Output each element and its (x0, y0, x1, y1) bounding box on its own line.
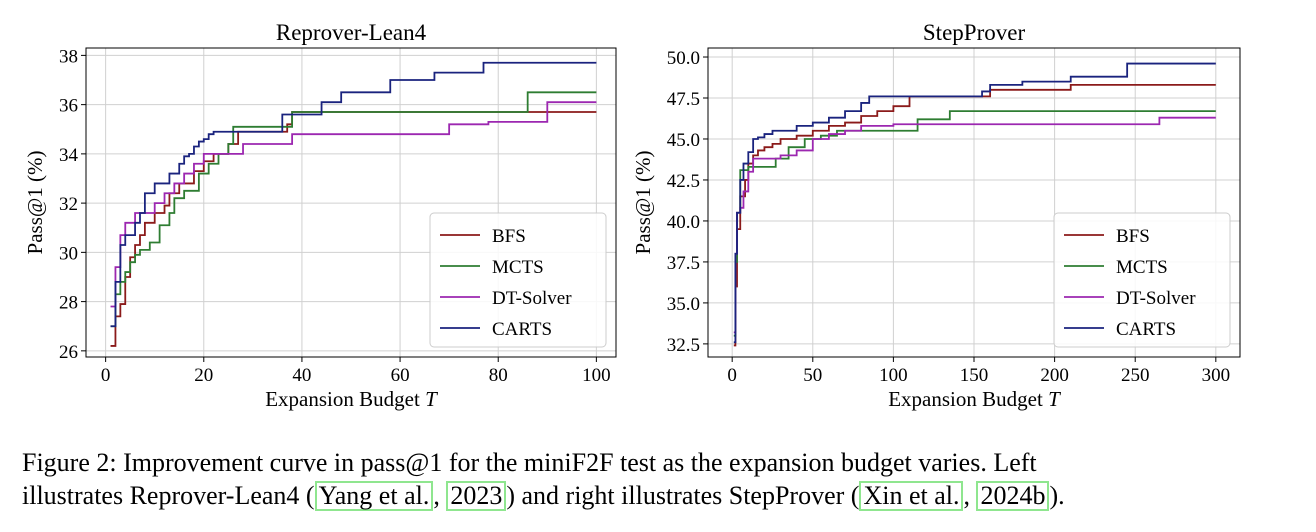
y-axis-label: Pass@1 (%) (631, 151, 655, 255)
y-tick-label: 47.5 (667, 89, 700, 110)
x-axis-label: Expansion Budget T (265, 387, 438, 411)
x-tick-label: 100 (582, 365, 611, 386)
x-tick-label: 0 (727, 365, 737, 386)
x-tick-label: 40 (292, 365, 311, 386)
x-axis-label: Expansion Budget T (888, 387, 1061, 411)
x-axis-label-text: Expansion Budget (265, 387, 425, 411)
y-tick-label: 38 (59, 46, 78, 67)
x-tick-label: 60 (391, 365, 410, 386)
x-tick-label: 300 (1202, 365, 1231, 386)
figure-caption: Figure 2: Improvement curve in pass@1 fo… (22, 446, 1302, 512)
caption-line-2: illustrates Reprover-Lean4 (Yang et al.,… (22, 479, 1302, 512)
y-tick-label: 30 (59, 243, 78, 264)
citation-link-yang[interactable]: Yang et al. (314, 481, 434, 511)
legend-label-mcts: MCTS (492, 257, 544, 278)
x-tick-label: 0 (101, 365, 111, 386)
legend-label-carts: CARTS (492, 319, 552, 340)
legend-box (1053, 212, 1231, 348)
chart-title: Reprover-Lean4 (276, 20, 427, 45)
y-tick-label: 26 (59, 342, 78, 363)
legend-label-carts: CARTS (1116, 319, 1176, 340)
x-tick-label: 50 (803, 365, 822, 386)
x-tick-label: 100 (879, 365, 908, 386)
series-line-bfs (110, 111, 597, 347)
x-axis-label-variable: T (1048, 387, 1061, 411)
y-tick-label: 35.0 (667, 294, 700, 315)
citation-link-2023[interactable]: 2023 (446, 481, 507, 511)
citation-link-2024b[interactable]: 2024b (976, 481, 1050, 511)
y-tick-label: 37.5 (667, 253, 700, 274)
legend-label-bfs: BFS (492, 226, 526, 247)
y-tick-label: 50.0 (667, 48, 700, 69)
caption-text: illustrates Reprover-Lean4 ( (22, 481, 315, 510)
x-axis-label-variable: T (425, 387, 438, 411)
y-tick-label: 28 (59, 293, 78, 314)
series-line-bfs (733, 83, 1216, 347)
citation-link-xin[interactable]: Xin et al. (859, 481, 964, 511)
chart-title: StepProver (923, 20, 1026, 45)
series-line-dt-solver (110, 101, 597, 308)
x-tick-label: 20 (194, 365, 213, 386)
caption-line-1: Figure 2: Improvement curve in pass@1 fo… (22, 448, 1037, 477)
chart-1: 0 20 40 60 80 100 26 28 30 32 34 36 38 Reprover-Lean4… (23, 20, 617, 411)
legend-label-dt-solver: DT-Solver (492, 288, 572, 309)
x-tick-label: 150 (960, 365, 989, 386)
y-tick-label: 45.0 (667, 130, 700, 151)
x-tick-label: 80 (489, 365, 508, 386)
legend-label-mcts: MCTS (1116, 257, 1168, 278)
y-tick-label: 32 (59, 194, 78, 215)
legend-box (429, 212, 607, 348)
caption-text: , (433, 481, 447, 510)
caption-text: ). (1049, 481, 1065, 510)
y-tick-label: 32.5 (667, 335, 700, 356)
x-tick-label: 200 (1040, 365, 1069, 386)
legend-label-bfs: BFS (1116, 226, 1150, 247)
x-axis-label-text: Expansion Budget (888, 387, 1048, 411)
series-line-carts (110, 61, 597, 328)
y-tick-label: 34 (59, 145, 79, 166)
y-tick-label: 36 (59, 96, 78, 117)
series-line-mcts (110, 91, 597, 328)
legend: BFS MCTS DT-Solver CARTS (1053, 212, 1231, 348)
chart-2: 0 50 100 150 200 250 300 32.5 35.0 37.5 40.0 42.5 45… (631, 20, 1241, 411)
caption-text: ) and right illustrates StepProver ( (506, 481, 860, 510)
y-axis-label: Pass@1 (%) (23, 151, 47, 255)
series-line-carts (733, 62, 1216, 344)
y-tick-label: 40.0 (667, 212, 700, 233)
legend: BFS MCTS DT-Solver CARTS (429, 212, 607, 348)
x-tick-label: 250 (1121, 365, 1150, 386)
plot-frame (85, 47, 617, 358)
figure: 0 20 40 60 80 100 26 28 30 32 34 36 38 Reprover-Lean4… (23, 20, 1241, 411)
caption-text: , (963, 481, 977, 510)
y-tick-label: 42.5 (667, 171, 700, 192)
legend-label-dt-solver: DT-Solver (1116, 288, 1196, 309)
